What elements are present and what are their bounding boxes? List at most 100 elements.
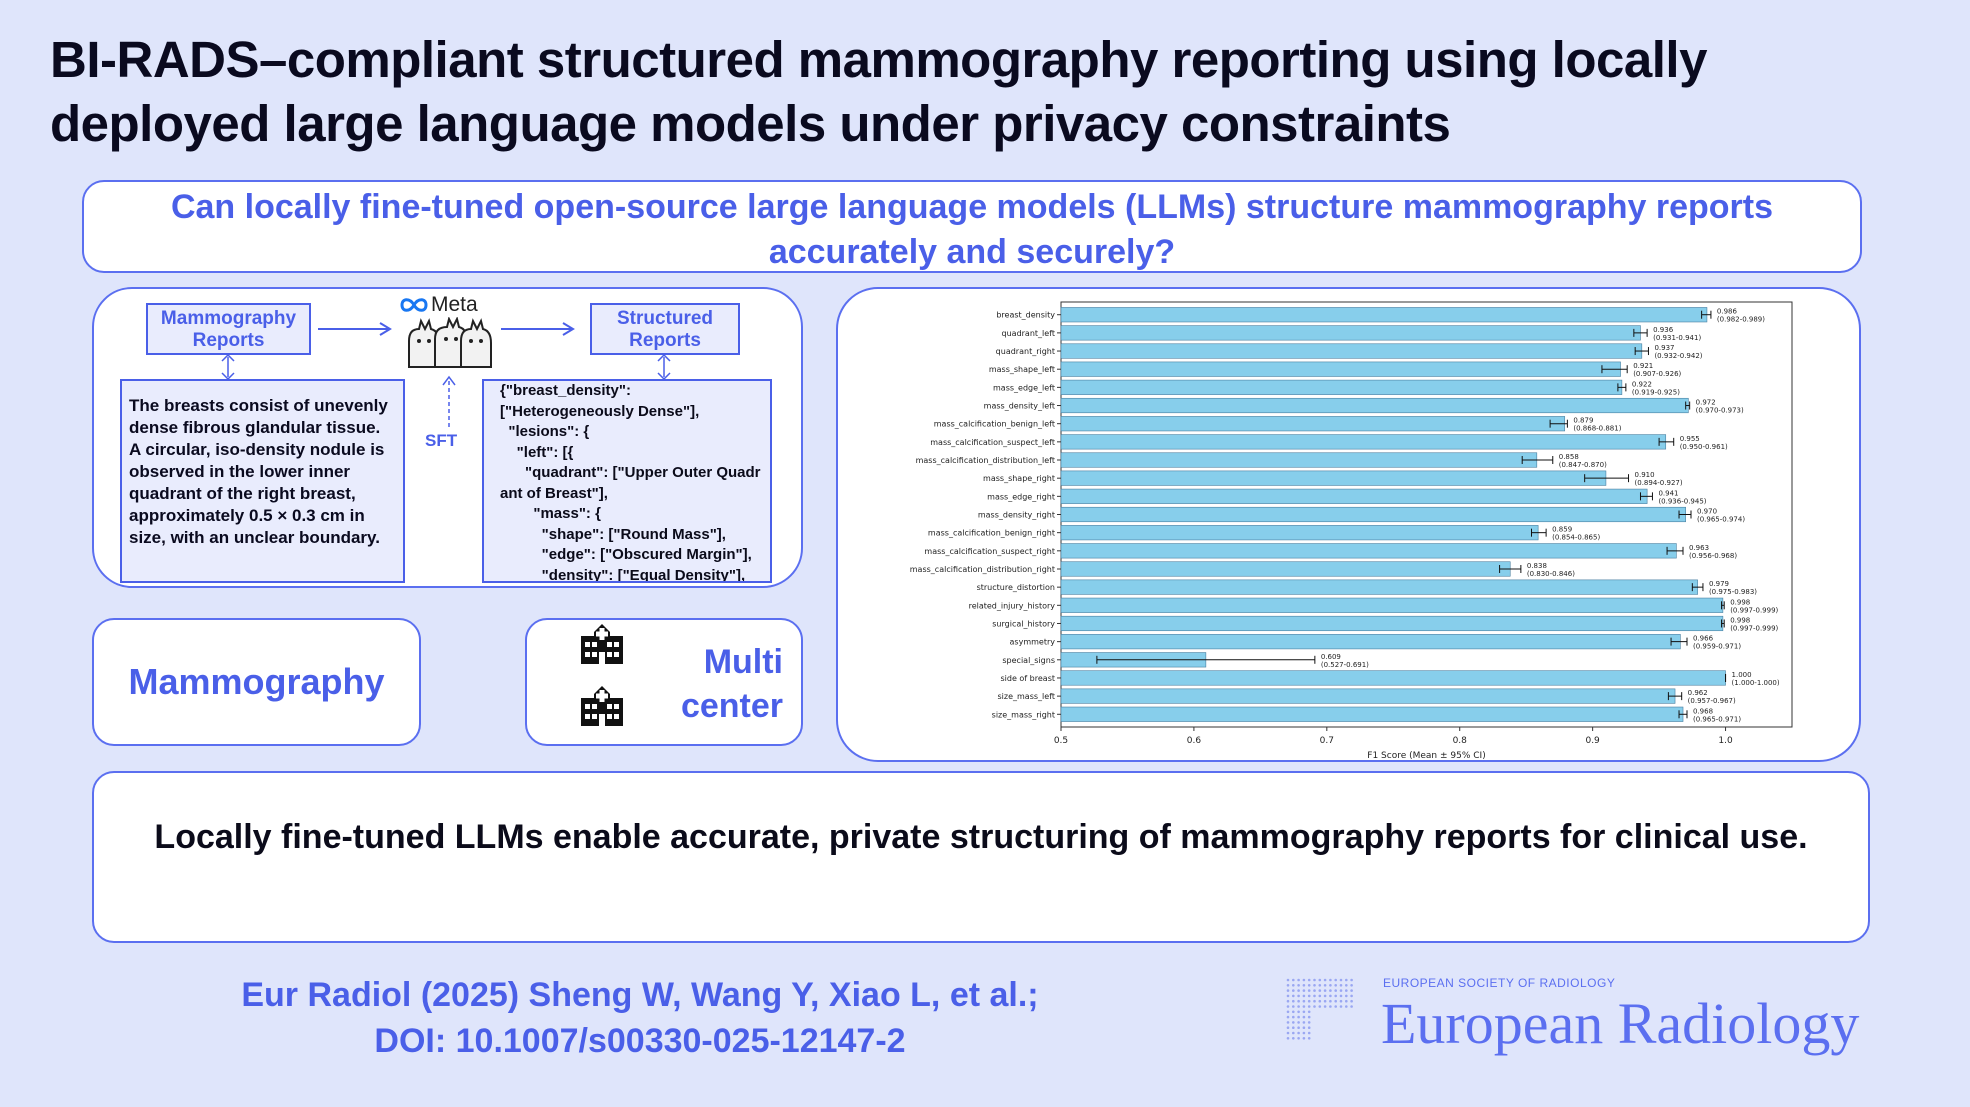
citation-doi: DOI: 10.1007/s00330-025-12147-2 <box>374 1022 906 1060</box>
value-label: 0.879 <box>1573 417 1593 425</box>
bar <box>1060 597 1724 613</box>
value-label: 1.000 <box>1732 671 1752 679</box>
value-label: 0.966 <box>1693 635 1714 643</box>
value-label: 0.838 <box>1527 562 1547 570</box>
value-label: 0.941 <box>1658 489 1678 497</box>
ci-label: (0.931-0.941) <box>1653 334 1701 342</box>
value-label: 0.968 <box>1693 707 1713 715</box>
ci-label: (0.975-0.983) <box>1709 588 1757 596</box>
json-line: {"breast_density": <box>500 382 631 399</box>
bar <box>1060 416 1566 432</box>
category-label: structure_distortion <box>977 583 1055 592</box>
citation-authors: Eur Radiol (2025) Sheng W, Wang Y, Xiao … <box>241 976 1039 1014</box>
arrow-input-to-model <box>318 322 392 336</box>
json-line: "edge": ["Obscured Margin"], <box>500 546 752 563</box>
ci-label: (0.894-0.927) <box>1635 479 1683 487</box>
input-reports-box: Mammography Reports <box>146 303 311 355</box>
category-label: quadrant_right <box>996 347 1055 356</box>
category-label: breast_density <box>996 311 1055 320</box>
category-label: mass_shape_left <box>989 365 1055 374</box>
ci-label: (1.000-1.000) <box>1732 679 1780 687</box>
value-label: 0.972 <box>1696 399 1716 407</box>
x-tick-label: 1.0 <box>1718 736 1733 746</box>
json-line: "shape": ["Round Mass"], <box>500 525 726 543</box>
input-reports-label: Mammography Reports <box>160 308 297 351</box>
bar <box>1060 706 1684 722</box>
ci-label: (0.830-0.846) <box>1527 570 1575 578</box>
sft-label: SFT <box>425 431 458 450</box>
json-line: "lesions": { <box>500 423 590 440</box>
category-label: related_injury_history <box>969 601 1056 610</box>
ci-label: (0.957-0.967) <box>1688 697 1736 705</box>
value-label: 0.998 <box>1730 598 1750 606</box>
ci-label: (0.847-0.870) <box>1559 461 1607 469</box>
category-label: mass_calcification_suspect_right <box>924 547 1055 556</box>
bar <box>1060 488 1648 504</box>
category-label: mass_shape_right <box>983 474 1055 483</box>
method-diagram: Mammography Reports Meta Structured Repo… <box>92 287 803 588</box>
output-report-json: {"breast_density": ["Heterogeneously Dens… <box>482 379 772 583</box>
category-label: surgical_history <box>992 619 1055 628</box>
multicenter-box: Multi center <box>525 618 803 746</box>
value-label: 0.986 <box>1717 308 1738 316</box>
x-tick-label: 0.6 <box>1187 736 1202 746</box>
category-label: size_mass_right <box>992 710 1055 719</box>
json-line: "quadrant": ["Upper Outer Quadr <box>500 464 761 481</box>
value-label: 0.937 <box>1654 344 1674 352</box>
ci-label: (0.997-0.999) <box>1730 624 1778 632</box>
category-label: mass_density_right <box>978 511 1055 520</box>
ci-label: (0.997-0.999) <box>1730 606 1778 614</box>
category-label: asymmetry <box>1010 638 1056 647</box>
modality-label: Mammography <box>128 661 385 702</box>
value-label: 0.936 <box>1653 326 1674 334</box>
hospital-icon <box>581 686 623 726</box>
bar <box>1060 525 1539 541</box>
category-label: size_mass_left <box>998 692 1056 701</box>
sft-arrow <box>442 375 456 427</box>
value-label: 0.963 <box>1689 544 1709 552</box>
esr-logo-icon <box>1286 978 1353 1040</box>
category-label: mass_edge_left <box>993 383 1055 392</box>
input-report-text: The breasts consist of unevenly dense fi… <box>120 379 405 583</box>
journal-name: European Radiology <box>1381 991 1860 1056</box>
esr-society-label: EUROPEAN SOCIETY OF RADIOLOGY <box>1383 976 1616 990</box>
bar <box>1060 688 1676 704</box>
bar <box>1060 634 1681 650</box>
ci-label: (0.982-0.989) <box>1717 316 1765 324</box>
value-label: 0.955 <box>1680 435 1700 443</box>
category-label: quadrant_left <box>1002 329 1055 338</box>
json-line: ant of Breast"], <box>500 484 608 502</box>
json-line: ["Heterogeneously Dense"], <box>500 402 700 420</box>
meta-label: Meta <box>431 293 478 316</box>
bar <box>1060 615 1724 632</box>
json-line: "density": ["Equal Density"], <box>500 566 746 583</box>
output-connector-icon <box>657 355 671 379</box>
bar <box>1060 561 1511 577</box>
bar <box>1060 470 1607 486</box>
x-axis-label: F1 Score (Mean ± 95% CI) <box>1367 751 1485 760</box>
bar <box>1060 361 1621 377</box>
ci-label: (0.936-0.945) <box>1658 497 1706 505</box>
json-line: "left": [{ <box>500 443 574 461</box>
category-label: mass_calcification_benign_left <box>934 420 1055 429</box>
ci-label: (0.527-0.691) <box>1321 661 1369 669</box>
page-title: BI-RADS–compliant structured mammography… <box>50 31 1707 152</box>
x-tick-label: 0.5 <box>1054 736 1068 746</box>
bar <box>1060 452 1538 468</box>
citation: Eur Radiol (2025) Sheng W, Wang Y, Xiao … <box>190 972 1090 1064</box>
ci-label: (0.965-0.974) <box>1697 516 1745 524</box>
structured-reports-box: Structured Reports <box>590 303 740 355</box>
bar <box>1060 307 1708 323</box>
ci-label: (0.970-0.973) <box>1696 407 1744 415</box>
ci-label: (0.854-0.865) <box>1552 534 1600 542</box>
bar <box>1060 434 1667 450</box>
f1-score-chart: 0.5 0.6 0.7 0.8 0.9 1.0 F1 Score (Mean ± 95% C… <box>910 301 1793 760</box>
hospital-icon <box>581 624 623 664</box>
value-label: 0.962 <box>1688 689 1708 697</box>
value-label: 0.910 <box>1635 471 1655 479</box>
x-tick-label: 0.7 <box>1320 736 1334 746</box>
research-question: Can locally fine-tuned open-source large… <box>82 180 1862 273</box>
ci-label: (0.956-0.968) <box>1689 552 1737 560</box>
arrow-model-to-output <box>501 322 575 336</box>
category-label: mass_calcification_benign_right <box>928 529 1055 538</box>
